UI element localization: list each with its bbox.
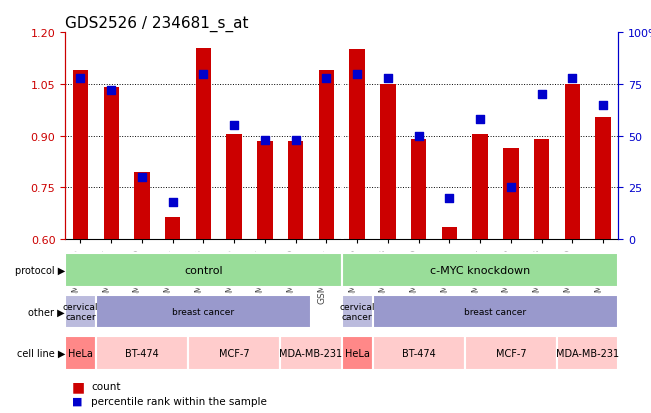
FancyBboxPatch shape [465, 336, 557, 370]
Point [321, 75, 331, 82]
Bar [473, 135, 488, 240]
FancyBboxPatch shape [96, 336, 188, 370]
Bar [503, 148, 519, 240]
Bar [196, 48, 211, 240]
Point [567, 75, 577, 82]
FancyBboxPatch shape [65, 295, 96, 329]
Bar [257, 142, 273, 240]
Text: MCF-7: MCF-7 [219, 348, 249, 358]
Point [260, 137, 270, 144]
Text: MCF-7: MCF-7 [495, 348, 526, 358]
FancyBboxPatch shape [188, 336, 281, 370]
Point [290, 137, 301, 144]
Text: count: count [91, 381, 120, 391]
Text: control: control [184, 266, 223, 275]
FancyBboxPatch shape [372, 295, 618, 329]
Point [506, 185, 516, 191]
Point [475, 116, 485, 123]
Bar [596, 117, 611, 240]
Text: MDA-MB-231: MDA-MB-231 [556, 348, 619, 358]
Text: cervical
cancer: cervical cancer [339, 302, 375, 321]
Text: c-MYC knockdown: c-MYC knockdown [430, 266, 530, 275]
FancyBboxPatch shape [65, 254, 342, 287]
Text: protocol ▶: protocol ▶ [15, 266, 65, 275]
FancyBboxPatch shape [281, 336, 342, 370]
Text: HeLa: HeLa [68, 348, 93, 358]
Bar [165, 217, 180, 240]
FancyBboxPatch shape [342, 254, 618, 287]
Text: breast cancer: breast cancer [464, 307, 527, 316]
Point [76, 75, 86, 82]
Point [167, 199, 178, 206]
Point [598, 102, 608, 109]
Point [352, 71, 363, 78]
Point [229, 123, 240, 129]
FancyBboxPatch shape [96, 295, 311, 329]
Bar [411, 140, 426, 240]
Point [536, 92, 547, 98]
Text: breast cancer: breast cancer [173, 307, 234, 316]
FancyBboxPatch shape [342, 336, 372, 370]
Text: percentile rank within the sample: percentile rank within the sample [91, 396, 267, 406]
Point [444, 195, 454, 202]
Text: cervical
cancer: cervical cancer [62, 302, 98, 321]
Text: HeLa: HeLa [345, 348, 370, 358]
Bar [73, 71, 88, 240]
Point [413, 133, 424, 140]
Point [106, 88, 117, 94]
Bar [319, 71, 334, 240]
Text: BT-474: BT-474 [402, 348, 436, 358]
Point [137, 174, 147, 181]
Bar [227, 135, 242, 240]
Bar [134, 173, 150, 240]
Point [198, 71, 208, 78]
Bar [350, 50, 365, 240]
FancyBboxPatch shape [65, 336, 96, 370]
Text: ■: ■ [72, 396, 82, 406]
Bar [288, 142, 303, 240]
Bar [441, 228, 457, 240]
Text: BT-474: BT-474 [125, 348, 159, 358]
FancyBboxPatch shape [342, 295, 372, 329]
Bar [380, 85, 396, 240]
Text: other ▶: other ▶ [29, 307, 65, 317]
Bar [534, 140, 549, 240]
Text: MDA-MB-231: MDA-MB-231 [279, 348, 342, 358]
Text: cell line ▶: cell line ▶ [17, 348, 65, 358]
Text: GDS2526 / 234681_s_at: GDS2526 / 234681_s_at [65, 16, 249, 32]
FancyBboxPatch shape [557, 336, 618, 370]
Point [383, 75, 393, 82]
Bar [564, 85, 580, 240]
Text: ■: ■ [72, 379, 85, 393]
FancyBboxPatch shape [372, 336, 465, 370]
Bar [104, 88, 119, 240]
